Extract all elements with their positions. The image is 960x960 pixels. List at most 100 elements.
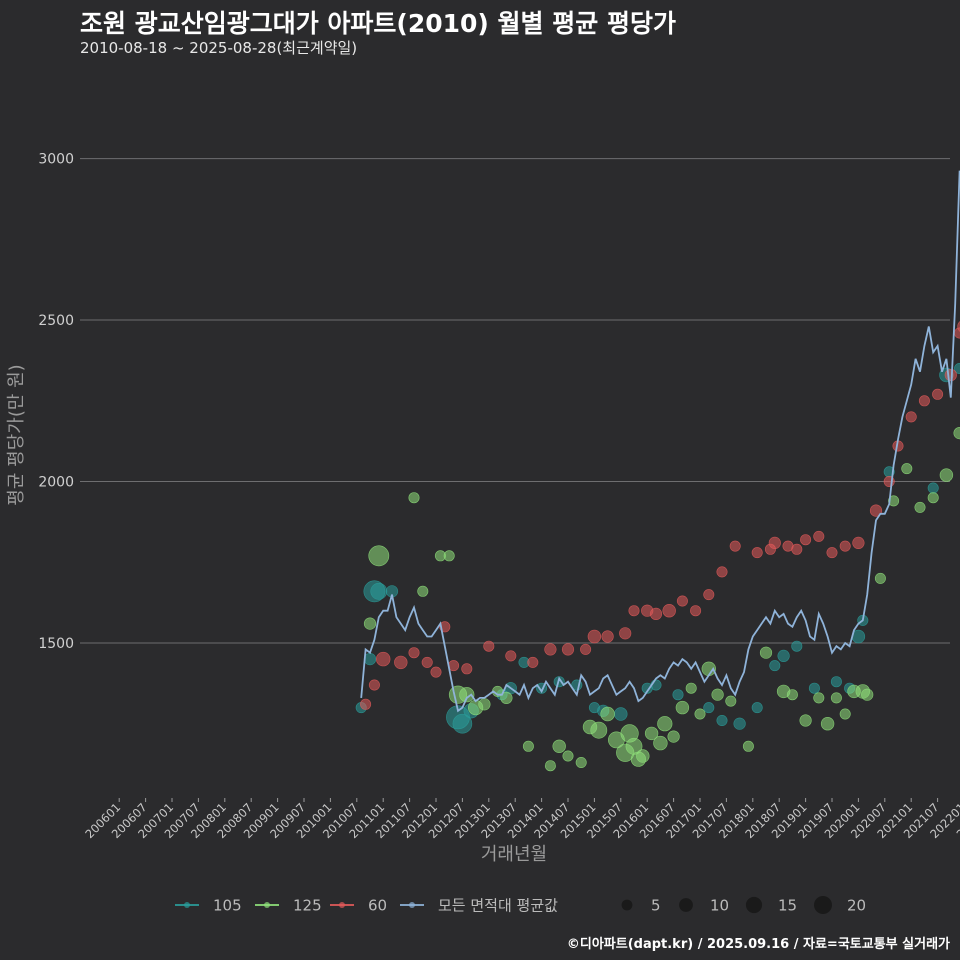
point-60	[826, 547, 838, 559]
point-105	[614, 707, 628, 721]
point-125	[927, 492, 939, 504]
point-125	[459, 687, 475, 703]
point-60	[430, 666, 442, 678]
point-60	[957, 321, 960, 332]
point-125	[478, 698, 491, 711]
legend-size-dot	[621, 899, 633, 911]
point-125	[562, 750, 574, 762]
x-axis-title: 거래년월	[481, 844, 547, 865]
point-125	[644, 726, 659, 741]
point-60	[619, 627, 632, 640]
point-105	[927, 482, 939, 494]
point-125	[725, 695, 737, 707]
point-60	[729, 540, 741, 552]
point-60	[932, 388, 944, 400]
point-125	[830, 692, 842, 704]
point-125	[914, 501, 926, 513]
point-60	[461, 663, 473, 675]
point-60	[800, 534, 812, 546]
y-axis-ticks: 1500 2000 2500 3000	[38, 152, 74, 652]
point-125	[820, 716, 835, 731]
legend-dot-105	[184, 902, 190, 908]
point-60	[751, 547, 763, 559]
point-105	[808, 682, 820, 694]
legend-size-label: 20	[847, 897, 866, 915]
point-125	[711, 688, 724, 701]
point-105	[703, 702, 715, 714]
point-60	[869, 504, 883, 517]
point-60	[703, 589, 715, 601]
point-105	[452, 713, 473, 734]
legend-dot-avg	[409, 902, 415, 908]
point-125	[694, 708, 706, 720]
y-tick-label: 3000	[38, 152, 74, 168]
point-60	[394, 655, 408, 670]
point-60	[918, 395, 930, 407]
point-60	[628, 605, 640, 617]
point-105	[791, 640, 803, 652]
point-125	[939, 468, 954, 482]
legend-size-dot	[745, 896, 763, 914]
page-subtitle: 2010-08-18 ~ 2025-08-28(최근계약일)	[80, 39, 358, 57]
legend-label-60: 60	[368, 897, 387, 915]
point-125	[590, 721, 608, 739]
point-105	[751, 702, 763, 714]
point-105	[672, 689, 684, 701]
point-125	[742, 740, 754, 752]
legend-size-label: 15	[778, 897, 797, 915]
point-125	[667, 730, 680, 743]
x-axis-ticks: 2006012006072007012007072008012008072009…	[82, 798, 960, 841]
legend-size-label: 5	[651, 897, 661, 915]
point-105	[733, 717, 746, 730]
point-125	[552, 739, 566, 753]
point-105	[716, 714, 728, 726]
point-125	[636, 749, 650, 763]
legend-label-105: 105	[213, 897, 242, 915]
point-125	[888, 495, 900, 507]
average-line	[360, 170, 960, 713]
point-125	[901, 463, 913, 475]
point-125	[600, 706, 615, 722]
point-60	[768, 536, 781, 550]
point-125	[657, 716, 673, 732]
point-60	[649, 607, 663, 621]
point-105	[769, 660, 781, 672]
point-60	[368, 679, 380, 691]
point-125	[953, 427, 960, 440]
point-125	[443, 550, 455, 562]
point-60	[408, 647, 420, 659]
point-125	[813, 692, 825, 704]
point-125	[799, 714, 812, 727]
footer-credit: ©디아파트(dapt.kr) / 2025.09.16 / 자료=국토교통부 실…	[566, 937, 950, 952]
point-125	[874, 572, 886, 584]
point-60	[852, 536, 865, 550]
y-tick-label: 2000	[38, 475, 74, 491]
point-125	[408, 492, 420, 504]
point-60	[791, 543, 803, 555]
legend: 105 125 60 모든 면적대 평균값 5 10 15 20	[175, 896, 866, 915]
point-105	[370, 582, 388, 600]
point-60	[813, 530, 825, 542]
point-105	[777, 649, 790, 663]
point-125	[675, 700, 690, 715]
point-60	[676, 595, 688, 607]
average-line-segment	[360, 170, 960, 713]
legend-dot-125	[264, 902, 270, 908]
point-125	[544, 760, 556, 772]
point-125	[786, 689, 798, 701]
point-125	[363, 617, 377, 630]
point-60	[905, 411, 917, 423]
legend-size-dot	[679, 898, 693, 912]
page-title: 조원 광교산임광그대가 아파트(2010) 월별 평균 평당가	[80, 9, 676, 38]
point-60	[505, 650, 517, 662]
point-125	[575, 756, 587, 768]
legend-label-125: 125	[293, 897, 322, 915]
y-tick-label: 2500	[38, 313, 74, 329]
scatter-points	[355, 321, 960, 772]
point-125	[368, 545, 390, 567]
point-125	[685, 682, 697, 694]
point-125	[839, 708, 851, 720]
point-60	[376, 651, 391, 667]
point-60	[716, 566, 728, 578]
legend-dot-60	[339, 902, 345, 908]
